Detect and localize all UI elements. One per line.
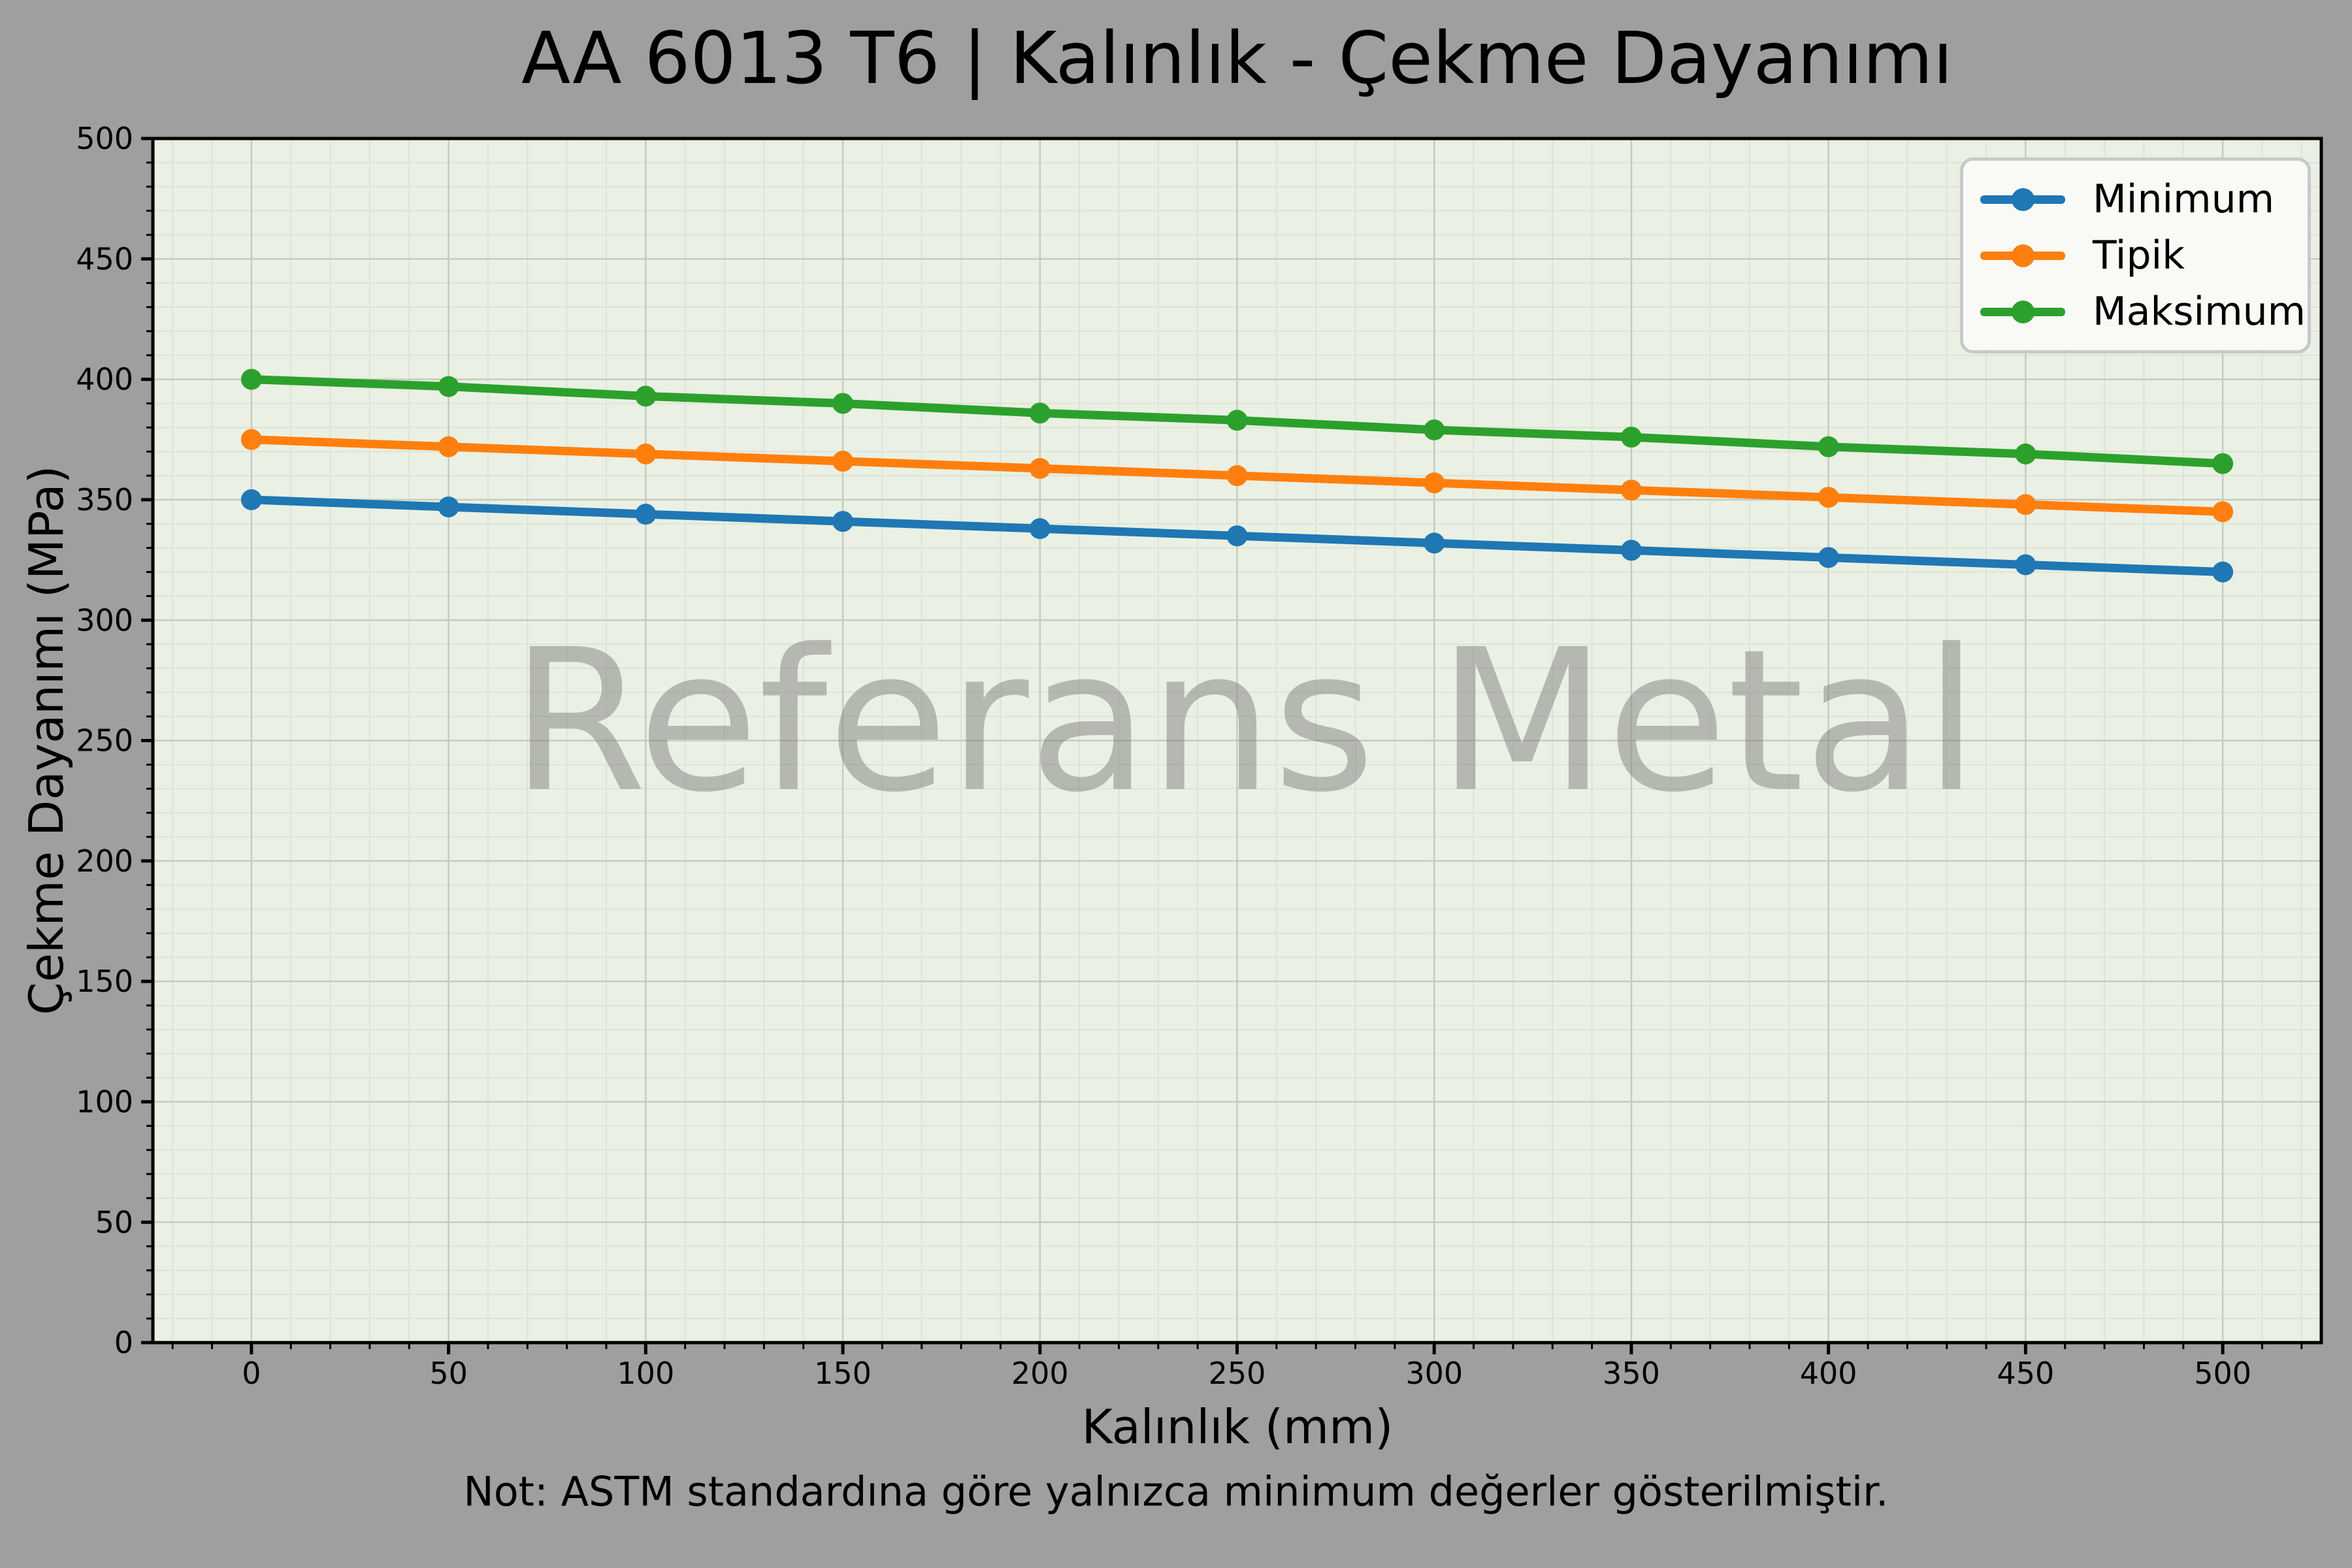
legend-dot-swatch bbox=[2012, 244, 2034, 267]
data-point-tipik bbox=[1029, 457, 1051, 479]
y-tick-label: 150 bbox=[76, 964, 133, 999]
data-point-tipik bbox=[1226, 465, 1248, 487]
legend: Minimum Tipik Maksimum bbox=[1960, 157, 2311, 353]
legend-label: Minimum bbox=[2093, 176, 2275, 222]
x-tick-label: 500 bbox=[2194, 1356, 2251, 1391]
x-tick-label: 150 bbox=[814, 1356, 872, 1391]
data-point-minimum bbox=[240, 489, 262, 510]
legend-item-tipik: Tipik bbox=[1963, 233, 2308, 278]
data-point-minimum bbox=[1029, 518, 1051, 540]
y-tick-label: 0 bbox=[114, 1325, 133, 1360]
y-tick-label: 500 bbox=[76, 121, 133, 156]
legend-label: Maksimum bbox=[2093, 289, 2306, 335]
data-point-maksimum bbox=[2015, 443, 2036, 465]
data-point-minimum bbox=[2212, 561, 2234, 583]
data-point-tipik bbox=[832, 450, 854, 472]
data-point-minimum bbox=[438, 496, 459, 517]
y-tick-label: 200 bbox=[76, 843, 133, 879]
data-point-tipik bbox=[1818, 487, 1839, 508]
footnote: Not: ASTM standardına göre yalnızca mini… bbox=[463, 1467, 1889, 1516]
legend-marker-icon bbox=[1980, 186, 2065, 212]
y-tick-label: 250 bbox=[76, 723, 133, 759]
x-tick-label: 350 bbox=[1603, 1356, 1660, 1391]
data-point-tipik bbox=[1620, 480, 1642, 501]
legend-dot-swatch bbox=[2012, 301, 2034, 323]
data-point-maksimum bbox=[635, 385, 657, 407]
chart-title: AA 6013 T6 | Kalınlık - Çekme Dayanımı bbox=[521, 16, 1953, 100]
x-tick-label: 0 bbox=[242, 1356, 261, 1391]
data-point-minimum bbox=[2015, 554, 2036, 576]
data-point-tipik bbox=[1424, 472, 1445, 494]
y-tick-label: 350 bbox=[76, 482, 133, 517]
legend-item-minimum: Minimum bbox=[1963, 176, 2308, 222]
data-point-maksimum bbox=[1620, 427, 1642, 448]
data-point-maksimum bbox=[438, 376, 459, 397]
legend-marker-icon bbox=[1980, 242, 2065, 269]
data-point-tipik bbox=[2015, 494, 2036, 515]
data-point-maksimum bbox=[1424, 419, 1445, 441]
data-point-maksimum bbox=[1029, 402, 1051, 424]
data-point-minimum bbox=[832, 511, 854, 532]
y-tick-label: 50 bbox=[95, 1205, 133, 1240]
x-tick-label: 200 bbox=[1011, 1356, 1069, 1391]
data-point-minimum bbox=[1424, 532, 1445, 554]
data-point-tipik bbox=[438, 436, 459, 457]
data-point-minimum bbox=[1620, 540, 1642, 561]
data-point-maksimum bbox=[1226, 410, 1248, 431]
data-point-maksimum bbox=[1818, 436, 1839, 457]
y-tick-label: 300 bbox=[76, 602, 133, 638]
legend-item-maksimum: Maksimum bbox=[1963, 289, 2308, 335]
x-tick-label: 400 bbox=[1800, 1356, 1857, 1391]
y-axis-label: Çekme Dayanımı (MPa) bbox=[19, 465, 74, 1015]
x-tick-label: 100 bbox=[617, 1356, 674, 1391]
x-axis-label: Kalınlık (mm) bbox=[1081, 1399, 1394, 1454]
legend-marker-icon bbox=[1980, 299, 2065, 325]
data-point-maksimum bbox=[240, 368, 262, 390]
data-point-maksimum bbox=[832, 393, 854, 414]
data-point-tipik bbox=[635, 443, 657, 465]
y-tick-label: 100 bbox=[76, 1085, 133, 1120]
legend-label: Tipik bbox=[2093, 233, 2185, 278]
x-tick-label: 50 bbox=[429, 1356, 468, 1391]
data-point-tipik bbox=[2212, 501, 2234, 523]
y-tick-label: 450 bbox=[76, 241, 133, 276]
y-tick-label: 400 bbox=[76, 362, 133, 397]
x-tick-label: 450 bbox=[1997, 1356, 2055, 1391]
data-point-minimum bbox=[1818, 547, 1839, 568]
data-point-minimum bbox=[635, 504, 657, 525]
data-point-tipik bbox=[240, 429, 262, 450]
x-tick-label: 300 bbox=[1405, 1356, 1463, 1391]
data-point-maksimum bbox=[2212, 453, 2234, 474]
data-point-minimum bbox=[1226, 525, 1248, 547]
legend-dot-swatch bbox=[2012, 188, 2034, 211]
x-tick-label: 250 bbox=[1209, 1356, 1266, 1391]
